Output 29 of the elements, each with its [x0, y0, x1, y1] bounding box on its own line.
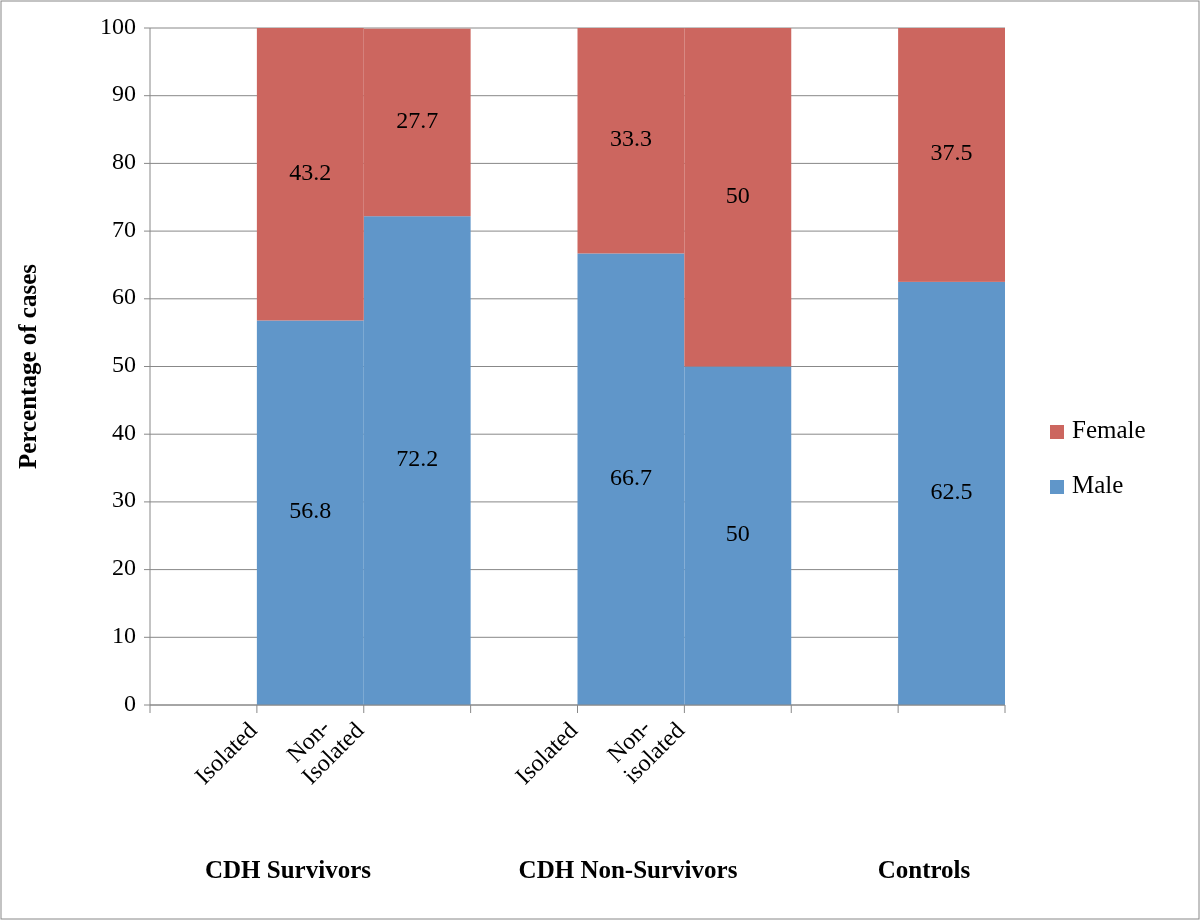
- bar: [898, 281, 1005, 705]
- data-label: 66.7: [609, 463, 652, 490]
- legend-label: Female: [1072, 415, 1146, 443]
- data-label: 50: [725, 181, 750, 208]
- y-tick-label: 70: [112, 215, 136, 242]
- data-label: 72.2: [396, 445, 439, 472]
- y-axis-title: Percentage of cases: [14, 263, 41, 470]
- y-tick-label: 30: [112, 486, 136, 513]
- text: Controls: [877, 856, 971, 883]
- y-tick-label: 90: [112, 80, 136, 107]
- y-tick-label: 10: [112, 621, 136, 648]
- legend-label: Male: [1072, 470, 1124, 498]
- data-label: 50: [725, 520, 750, 547]
- bar: [898, 28, 1005, 282]
- y-tick-label: 80: [112, 147, 136, 174]
- text: CDH Survivors: [205, 856, 372, 883]
- data-label: 43.2: [289, 158, 332, 185]
- y-tick-label: 60: [112, 283, 136, 310]
- y-tick-label: 50: [112, 351, 136, 378]
- y-tick-label: 40: [112, 418, 136, 445]
- data-label: 27.7: [396, 106, 439, 133]
- y-tick-label: 0: [124, 689, 136, 716]
- y-tick-label: 100: [100, 12, 136, 39]
- text: CDH Non-Survivors: [518, 856, 738, 883]
- data-label: 56.8: [289, 497, 332, 524]
- data-label: 33.3: [609, 125, 652, 152]
- data-label: 62.5: [930, 477, 973, 504]
- data-label: 37.5: [930, 139, 973, 166]
- y-tick-label: 20: [112, 554, 136, 581]
